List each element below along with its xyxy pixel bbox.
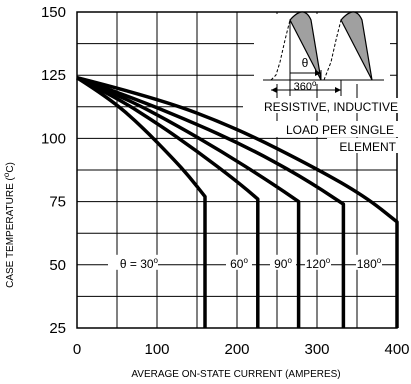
curve-series-3 <box>76 76 301 328</box>
x-axis-label: AVERAGE ON-STATE CURRENT (AMPERES) <box>131 369 340 380</box>
curve-labels: θ = 30o 60o 90o 120o 180o <box>108 254 382 271</box>
curve-label-5: 180o <box>357 256 382 271</box>
note-line-1: RESISTIVE, INDUCTIVE <box>264 100 398 114</box>
curve-series-5 <box>76 76 399 328</box>
curve-label-bg <box>108 254 158 270</box>
curve-label-1: θ = 30o <box>120 256 159 271</box>
curve-label-bg <box>305 254 331 270</box>
x-tick-label: 400 <box>384 341 409 358</box>
curve-series-4 <box>76 76 346 328</box>
curve-label-bg <box>356 254 382 270</box>
x-tick-label: 200 <box>224 341 249 358</box>
curve-label-3: 90o <box>274 256 292 271</box>
load-note: RESISTIVE, INDUCTIVE LOAD PER SINGLE ELE… <box>243 98 398 154</box>
y-tick-label: 75 <box>49 194 66 211</box>
waveform-inset: θ 360o <box>254 11 390 96</box>
period-label: 360o <box>294 79 317 93</box>
y-axis-label: CASE TEMPERATURE (oC) <box>2 162 16 288</box>
y-tick-label: 150 <box>41 4 66 21</box>
x-tick-label: 100 <box>144 341 169 358</box>
x-tick-label: 300 <box>304 341 329 358</box>
curve-label-bg <box>270 254 296 270</box>
y-tick-label: 125 <box>41 67 66 84</box>
note-line-3: ELEMENT <box>339 140 396 154</box>
y-tick-label: 25 <box>49 320 66 337</box>
plot-frame <box>76 11 398 329</box>
curves <box>76 76 399 328</box>
curve-label-4: 120o <box>306 256 331 271</box>
curve-series-2 <box>76 76 260 328</box>
curve-label-2: 60o <box>230 256 248 271</box>
curve-label-bg <box>226 254 252 270</box>
y-tick-label: 100 <box>41 130 66 147</box>
y-tick-label: 50 <box>49 257 66 274</box>
curve-series-1 <box>76 76 207 328</box>
tick-labels: 0 100 200 300 400 25 50 75 100 125 150 <box>41 4 410 358</box>
x-tick-label: 0 <box>73 341 81 358</box>
note-line-2: LOAD PER SINGLE <box>286 123 394 137</box>
theta-label: θ <box>302 56 309 70</box>
